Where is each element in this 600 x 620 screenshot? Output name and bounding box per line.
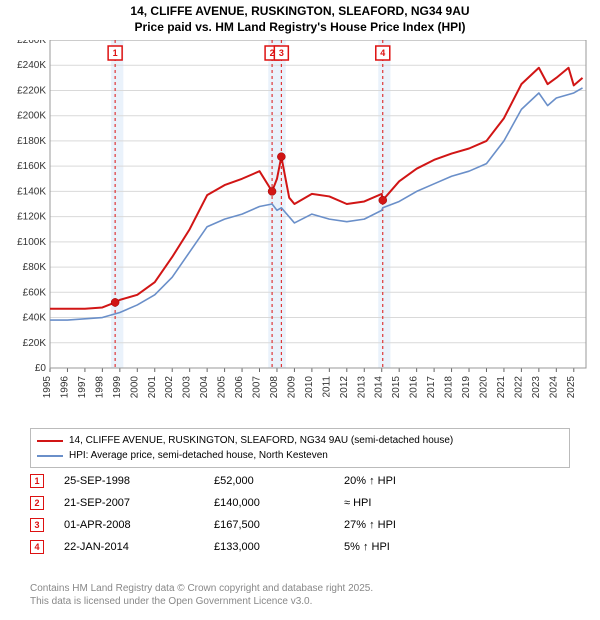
svg-text:2023: 2023 xyxy=(531,376,542,399)
svg-text:2014: 2014 xyxy=(374,376,385,399)
event-row: 2 21-SEP-2007£140,000≈ HPI xyxy=(30,492,570,514)
event-marker: 1 xyxy=(30,474,44,488)
svg-text:£80K: £80K xyxy=(23,262,47,273)
svg-text:1998: 1998 xyxy=(94,376,105,399)
svg-text:2016: 2016 xyxy=(409,376,420,399)
svg-text:2006: 2006 xyxy=(234,376,245,399)
event-price: £133,000 xyxy=(214,541,344,553)
event-price: £52,000 xyxy=(214,475,344,487)
svg-text:4: 4 xyxy=(380,48,385,58)
chart-container: 14, CLIFFE AVENUE, RUSKINGTON, SLEAFORD,… xyxy=(0,0,600,620)
svg-text:2009: 2009 xyxy=(286,376,297,399)
legend-swatch-1 xyxy=(37,440,63,442)
svg-text:£140K: £140K xyxy=(17,186,46,197)
svg-text:£220K: £220K xyxy=(17,85,46,96)
svg-text:1: 1 xyxy=(113,48,118,58)
svg-text:2008: 2008 xyxy=(269,376,280,399)
event-row: 1 25-SEP-1998£52,00020% ↑ HPI xyxy=(30,470,570,492)
event-row: 3 01-APR-2008£167,50027% ↑ HPI xyxy=(30,514,570,536)
svg-text:1995: 1995 xyxy=(42,376,53,399)
svg-text:2002: 2002 xyxy=(164,376,175,399)
svg-text:2004: 2004 xyxy=(199,376,210,399)
svg-text:2007: 2007 xyxy=(252,376,263,399)
svg-text:2019: 2019 xyxy=(461,376,472,399)
svg-text:2018: 2018 xyxy=(444,376,455,399)
event-note: 27% ↑ HPI xyxy=(344,519,464,531)
svg-text:£40K: £40K xyxy=(23,313,47,324)
svg-text:£180K: £180K xyxy=(17,136,46,147)
event-date: 22-JAN-2014 xyxy=(64,541,214,553)
svg-text:2015: 2015 xyxy=(391,376,402,399)
svg-text:1997: 1997 xyxy=(77,376,88,399)
legend-row-1: 14, CLIFFE AVENUE, RUSKINGTON, SLEAFORD,… xyxy=(37,433,563,448)
svg-text:£260K: £260K xyxy=(17,40,46,46)
event-note: ≈ HPI xyxy=(344,497,464,509)
footer-line-1: Contains HM Land Registry data © Crown c… xyxy=(30,583,570,596)
legend-swatch-2 xyxy=(37,455,63,457)
svg-text:2025: 2025 xyxy=(566,376,577,399)
events-table: 1 25-SEP-1998£52,00020% ↑ HPI 2 21-SEP-2007… xyxy=(30,470,570,558)
footer-line-2: This data is licensed under the Open Gov… xyxy=(30,596,570,609)
title-line-1: 14, CLIFFE AVENUE, RUSKINGTON, SLEAFORD,… xyxy=(0,4,600,20)
event-date: 01-APR-2008 xyxy=(64,519,214,531)
svg-text:2005: 2005 xyxy=(217,376,228,399)
footer-attribution: Contains HM Land Registry data © Crown c… xyxy=(30,583,570,608)
svg-text:2024: 2024 xyxy=(548,376,559,399)
svg-text:3: 3 xyxy=(279,48,284,58)
svg-text:2013: 2013 xyxy=(356,376,367,399)
svg-text:2001: 2001 xyxy=(147,376,158,399)
svg-text:2010: 2010 xyxy=(304,376,315,399)
svg-text:2021: 2021 xyxy=(496,376,507,399)
svg-text:£60K: £60K xyxy=(23,287,47,298)
event-marker: 3 xyxy=(30,518,44,532)
legend: 14, CLIFFE AVENUE, RUSKINGTON, SLEAFORD,… xyxy=(30,428,570,468)
legend-label-2: HPI: Average price, semi-detached house,… xyxy=(69,450,328,461)
svg-text:2017: 2017 xyxy=(426,376,437,399)
svg-text:£240K: £240K xyxy=(17,60,46,71)
svg-text:£200K: £200K xyxy=(17,111,46,122)
svg-text:£0: £0 xyxy=(35,363,47,374)
legend-row-2: HPI: Average price, semi-detached house,… xyxy=(37,448,563,463)
svg-text:£100K: £100K xyxy=(17,237,46,248)
event-note: 5% ↑ HPI xyxy=(344,541,464,553)
svg-text:2020: 2020 xyxy=(478,376,489,399)
svg-text:2011: 2011 xyxy=(321,376,332,398)
svg-text:2012: 2012 xyxy=(339,376,350,399)
event-marker: 2 xyxy=(30,496,44,510)
chart-svg: £0 £20K £40K £60K £80K £100K £120K £140K £160K £1… xyxy=(8,40,592,420)
event-marker: 4 xyxy=(30,540,44,554)
legend-label-1: 14, CLIFFE AVENUE, RUSKINGTON, SLEAFORD,… xyxy=(69,435,453,446)
svg-text:2003: 2003 xyxy=(182,376,193,399)
chart-area: £0 £20K £40K £60K £80K £100K £120K £140K £160K £1… xyxy=(8,40,592,420)
event-price: £140,000 xyxy=(214,497,344,509)
event-date: 25-SEP-1998 xyxy=(64,475,214,487)
chart-title: 14, CLIFFE AVENUE, RUSKINGTON, SLEAFORD,… xyxy=(0,0,600,35)
event-row: 4 22-JAN-2014£133,0005% ↑ HPI xyxy=(30,536,570,558)
event-note: 20% ↑ HPI xyxy=(344,475,464,487)
svg-text:2022: 2022 xyxy=(513,376,524,399)
svg-text:1996: 1996 xyxy=(59,376,70,399)
svg-text:£20K: £20K xyxy=(23,338,47,349)
svg-text:2000: 2000 xyxy=(129,376,140,399)
svg-text:1999: 1999 xyxy=(112,376,123,399)
event-price: £167,500 xyxy=(214,519,344,531)
event-date: 21-SEP-2007 xyxy=(64,497,214,509)
svg-text:£160K: £160K xyxy=(17,161,46,172)
title-line-2: Price paid vs. HM Land Registry's House … xyxy=(0,20,600,36)
svg-text:£120K: £120K xyxy=(17,212,46,223)
